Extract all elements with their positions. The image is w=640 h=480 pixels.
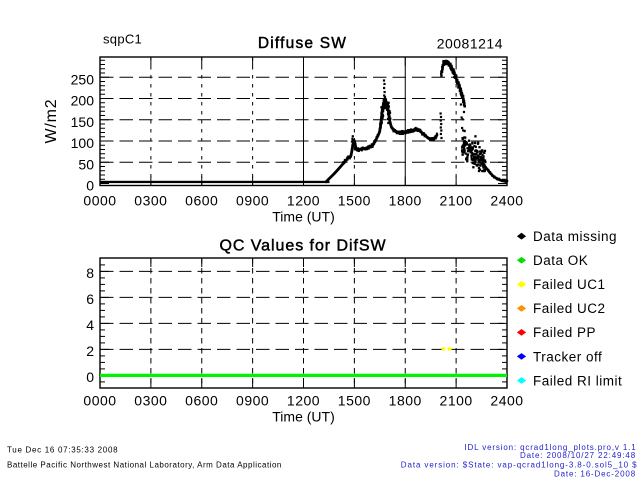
svg-text:150: 150 <box>71 114 95 130</box>
svg-text:0600: 0600 <box>185 393 218 409</box>
svg-text:Time (UT): Time (UT) <box>272 409 334 425</box>
svg-text:0300: 0300 <box>134 193 167 209</box>
svg-text:50: 50 <box>78 156 94 172</box>
svg-text:0900: 0900 <box>236 393 269 409</box>
svg-text:Failed PP: Failed PP <box>533 325 596 340</box>
svg-text:4: 4 <box>86 317 94 333</box>
svg-text:0300: 0300 <box>134 393 167 409</box>
svg-text:QC Values for DifSW: QC Values for DifSW <box>219 238 386 255</box>
svg-text:Diffuse SW: Diffuse SW <box>258 35 347 52</box>
svg-text:Tracker off: Tracker off <box>533 349 602 364</box>
svg-text:0600: 0600 <box>185 193 218 209</box>
svg-text:100: 100 <box>71 135 95 151</box>
svg-text:6: 6 <box>86 291 94 307</box>
svg-text:2100: 2100 <box>440 393 473 409</box>
svg-text:IDL version: qcrad1long_plots.: IDL version: qcrad1long_plots.pro,v 1.1 <box>464 443 636 452</box>
svg-text:sqpC1: sqpC1 <box>103 32 142 47</box>
svg-text:1200: 1200 <box>287 193 320 209</box>
svg-text:1200: 1200 <box>287 393 320 409</box>
svg-text:Date: 16-Dec-2008: Date: 16-Dec-2008 <box>554 470 636 479</box>
svg-text:0900: 0900 <box>236 193 269 209</box>
svg-text:Tue Dec 16 07:35:33 2008: Tue Dec 16 07:35:33 2008 <box>7 446 118 455</box>
svg-text:20081214: 20081214 <box>437 36 503 52</box>
svg-text:Data missing: Data missing <box>533 229 617 244</box>
svg-text:0000: 0000 <box>83 393 116 409</box>
svg-text:2400: 2400 <box>490 193 523 209</box>
svg-text:0000: 0000 <box>83 193 116 209</box>
svg-text:Data version: $State: vap-qcra: Data version: $State: vap-qcrad1long-3.8… <box>401 460 638 469</box>
svg-text:1800: 1800 <box>389 393 422 409</box>
svg-text:2: 2 <box>86 343 94 359</box>
svg-text:0: 0 <box>86 369 94 385</box>
svg-text:1500: 1500 <box>338 393 371 409</box>
svg-text:Battelle Pacific Northwest Nat: Battelle Pacific Northwest National Labo… <box>7 461 282 470</box>
svg-text:1800: 1800 <box>389 193 422 209</box>
svg-text:Failed RI limit: Failed RI limit <box>533 373 622 388</box>
svg-text:W/m2: W/m2 <box>43 99 60 144</box>
svg-text:250: 250 <box>71 71 95 87</box>
svg-text:Failed UC2: Failed UC2 <box>533 301 606 316</box>
svg-text:Failed UC1: Failed UC1 <box>533 277 606 292</box>
svg-text:Date: 2008/10/27 22:49:48: Date: 2008/10/27 22:49:48 <box>520 451 636 460</box>
svg-text:0: 0 <box>86 178 94 194</box>
svg-text:Data OK: Data OK <box>533 253 588 268</box>
svg-text:2400: 2400 <box>490 393 523 409</box>
svg-text:1500: 1500 <box>338 193 371 209</box>
svg-text:Time (UT): Time (UT) <box>272 209 334 225</box>
svg-text:8: 8 <box>86 265 94 281</box>
svg-text:2100: 2100 <box>440 193 473 209</box>
svg-text:200: 200 <box>71 93 95 109</box>
